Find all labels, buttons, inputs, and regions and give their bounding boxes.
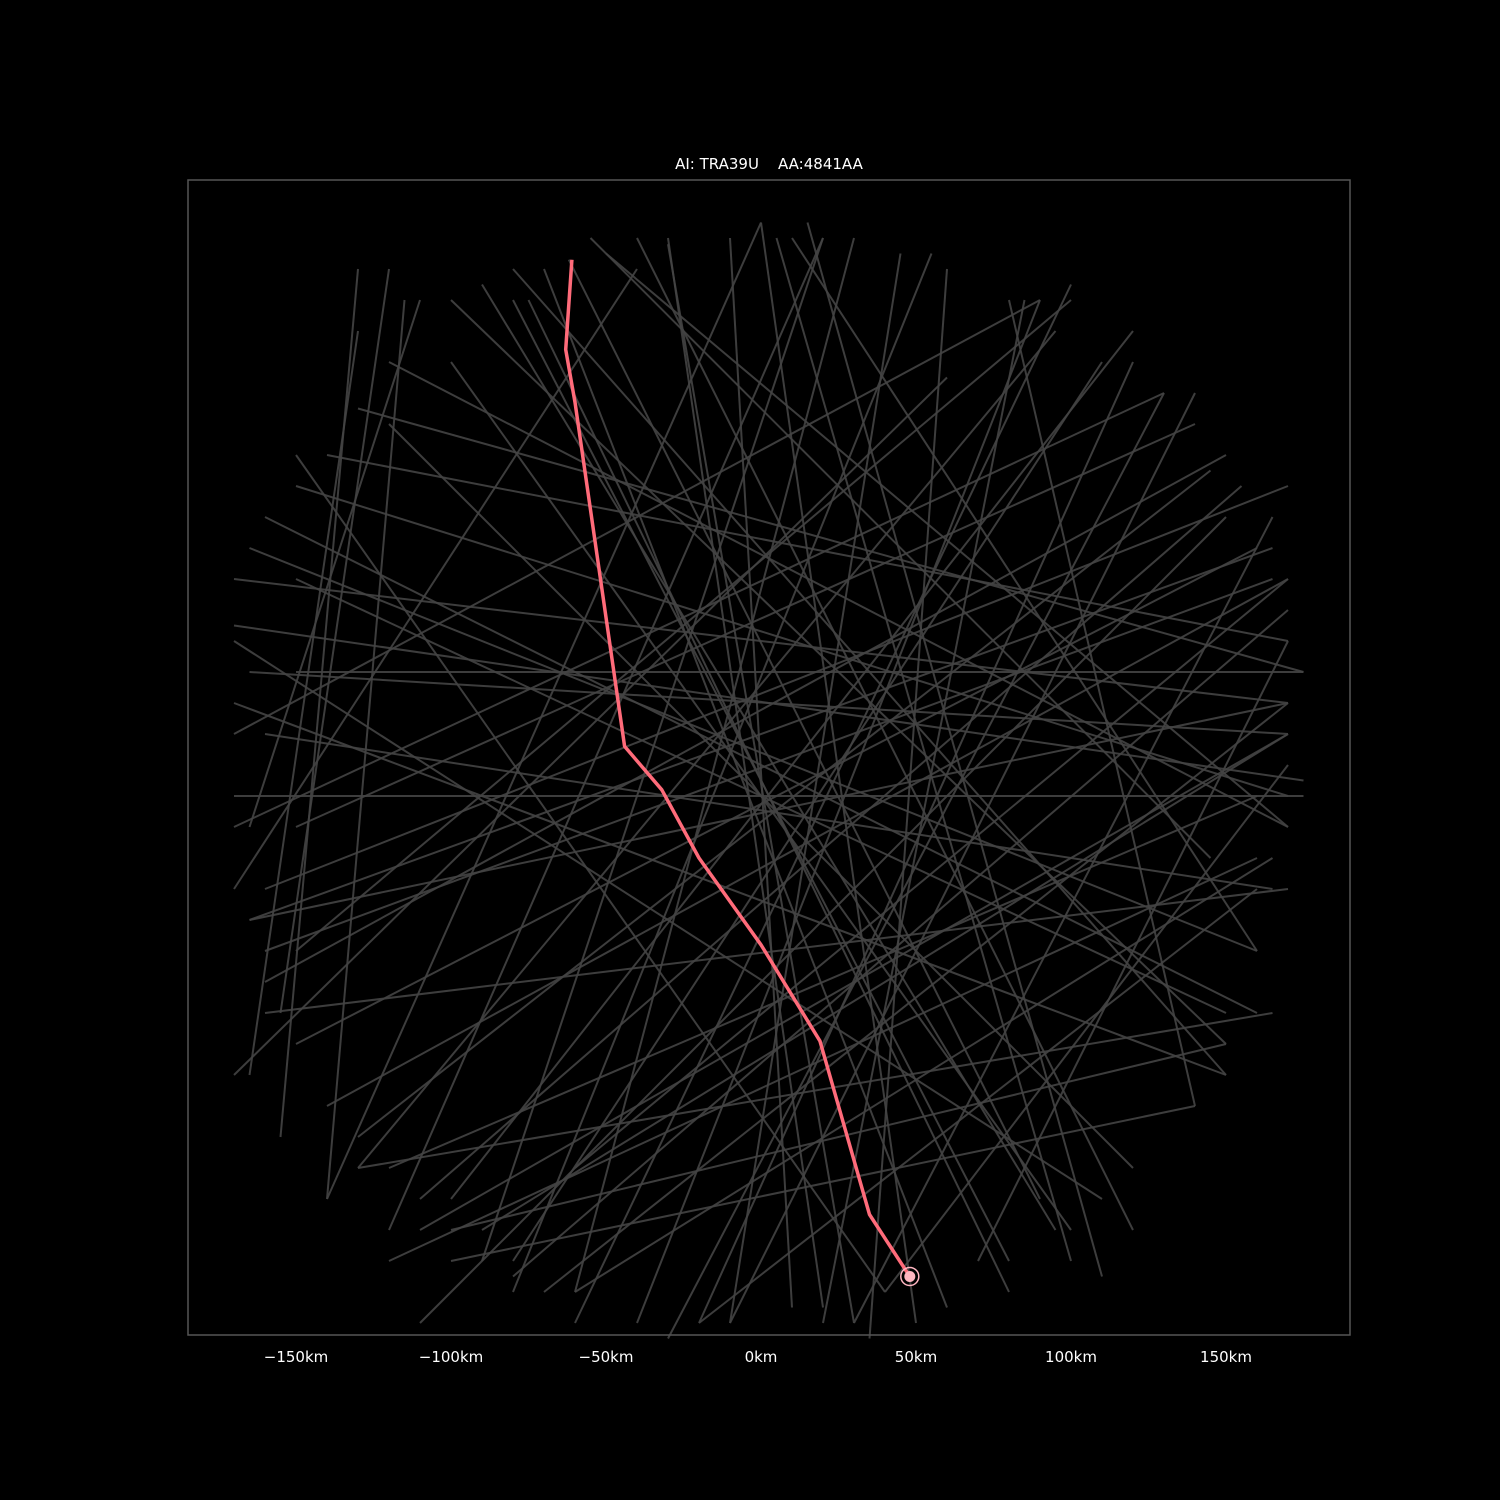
other-track-line [1008,299,1196,1107]
other-track-line [249,547,1273,921]
other-track-line [295,299,1072,952]
other-track-line [248,330,359,1076]
other-track-line [264,454,1227,983]
other-track-line [791,237,1258,952]
other-track-line [481,283,1057,1231]
other-track-line [295,547,1258,1045]
other-track-line [249,671,1289,735]
other-track-line [729,253,902,1324]
other-track-line [481,733,1289,1231]
other-track-line [884,764,1289,1293]
x-tick-label: 50km [895,1348,937,1366]
other-track-line [574,237,855,1293]
other-track-line [357,330,1057,1169]
x-tick-label: 0km [745,1348,778,1366]
other-track-line [977,640,1289,1262]
other-track-line [233,299,1041,735]
other-track-line [636,299,1041,1324]
other-track-line [264,888,1289,1014]
highlight-track-line [563,259,912,1278]
other-track-line [636,237,1134,1231]
plot-frame [187,179,1351,1336]
other-track-line [388,237,824,1231]
other-track-line [295,485,1289,797]
x-tick-label: 100km [1045,1348,1097,1366]
other-track-line [512,609,1289,1278]
other-track-line [605,252,1289,828]
other-track-line [574,857,1274,1293]
other-track-line [264,485,1289,890]
current-position-ring [900,1266,920,1287]
other-track-line [512,299,1010,1262]
other-track-line [512,361,1103,1262]
other-track-line [481,237,824,1262]
other-track-line [729,392,1196,1324]
x-tick-label: −50km [579,1348,634,1366]
other-track-line [248,299,421,828]
other-track-line [667,392,1165,1339]
other-track-line [775,237,1072,1262]
other-track-line [264,733,1273,890]
other-tracks-layer [233,222,1304,1339]
other-track-line [512,268,1227,1076]
other-track-line [233,578,1289,704]
current-position-layer [900,1266,920,1287]
other-track-line [419,485,1243,1200]
other-track-line [567,259,1041,1200]
other-track-line [667,237,824,1308]
other-track-line [698,888,1258,1324]
chart-title: AI: TRA39U AA:4841AA [675,155,863,173]
other-track-line [249,547,1258,952]
other-track-line [589,237,1212,859]
other-track-line [543,702,1289,1293]
other-track-line [295,454,886,1293]
other-track-line [388,857,1258,1262]
current-position-dot [904,1271,916,1282]
highlight-track-layer [563,259,912,1278]
other-track-line [450,1105,1196,1262]
x-tick-labels: −150km −100km −50km 0km 50km 100km 150km [264,1348,1252,1366]
other-track-line [729,237,793,1308]
other-track-line [853,516,1274,1324]
other-track-line [450,299,1227,1045]
other-track-line [574,284,1072,1324]
x-tick-label: −100km [419,1348,484,1366]
other-track-line [357,469,1212,1138]
other-track-line [512,253,933,1293]
other-track-line [450,1043,1227,1231]
other-track-line [264,516,1258,1014]
other-track-line [868,268,948,1339]
other-track-line [357,407,1304,673]
other-track-line [419,733,1289,1231]
other-track-line [574,578,1289,1169]
other-track-line [233,376,948,1076]
other-track-line [822,299,1026,1324]
other-track-line [667,244,855,1324]
other-track-line [357,1012,1273,1169]
x-tick-label: 150km [1200,1348,1252,1366]
x-tick-label: −150km [264,1348,329,1366]
other-track-line [233,702,1227,1076]
other-track-line [388,423,1134,1169]
